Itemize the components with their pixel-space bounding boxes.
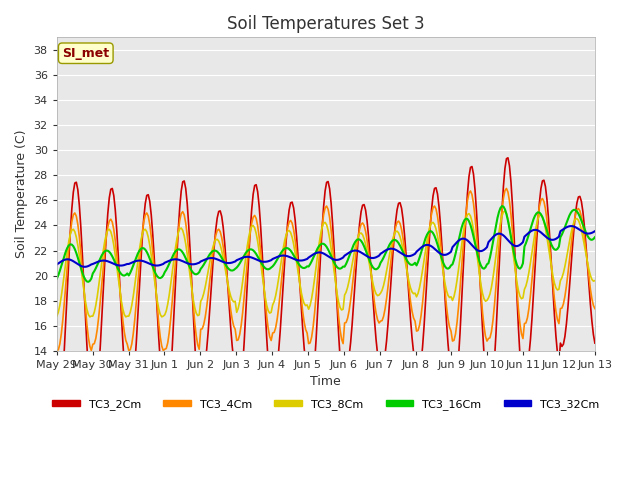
TC3_4Cm [53,348,61,353]
Line: TC3_16Cm: TC3_16Cm [57,206,595,282]
TC3_8Cm [233,310,241,315]
TC3_8Cm [86,314,93,320]
TC3_8Cm [53,313,61,319]
TC3_8Cm [242,255,250,261]
TC3_16Cm [53,276,61,281]
Line: TC3_4Cm: TC3_4Cm [57,189,595,350]
TC3_16Cm [233,264,241,270]
TC3_4Cm [591,306,599,312]
TC3_8Cm [290,241,298,247]
Legend: TC3_2Cm, TC3_4Cm, TC3_8Cm, TC3_16Cm, TC3_32Cm: TC3_2Cm, TC3_4Cm, TC3_8Cm, TC3_16Cm, TC3… [48,395,604,414]
TC3_2Cm [120,362,128,368]
Line: TC3_8Cm: TC3_8Cm [57,211,595,317]
TC3_8Cm [120,312,128,317]
TC3_8Cm [215,238,223,244]
TC3_16Cm [290,252,298,258]
TC3_2Cm [54,404,62,410]
TC3_2Cm [290,205,298,211]
TC3_8Cm [501,208,509,214]
TC3_16Cm [215,250,223,256]
TC3_2Cm [564,305,572,311]
TC3_4Cm [288,220,296,226]
TC3_4Cm [231,326,239,332]
TC3_32Cm [215,257,223,263]
TC3_2Cm [53,399,61,405]
TC3_4Cm [213,228,221,233]
TC3_8Cm [564,247,572,253]
TC3_32Cm [53,262,61,267]
TC3_4Cm [563,283,570,289]
TC3_2Cm [591,340,599,346]
TC3_32Cm [242,254,250,260]
TC3_4Cm [119,317,127,323]
TC3_16Cm [591,234,599,240]
TC3_2Cm [233,390,241,396]
Title: Soil Temperatures Set 3: Soil Temperatures Set 3 [227,15,425,33]
TC3_16Cm [498,203,506,209]
TC3_32Cm [233,257,241,263]
TC3_32Cm [563,225,570,230]
TC3_32Cm [567,223,575,229]
TC3_16Cm [242,250,250,256]
TC3_2Cm [215,209,223,215]
TC3_16Cm [564,216,572,222]
TC3_32Cm [591,228,599,234]
X-axis label: Time: Time [310,375,341,388]
TC3_32Cm [81,264,89,270]
TC3_2Cm [504,155,512,161]
Line: TC3_2Cm: TC3_2Cm [57,158,595,407]
TC3_8Cm [591,278,599,284]
Text: SI_met: SI_met [62,47,109,60]
Y-axis label: Soil Temperature (C): Soil Temperature (C) [15,130,28,258]
Line: TC3_32Cm: TC3_32Cm [57,226,595,267]
TC3_16Cm [120,273,128,278]
TC3_32Cm [290,256,298,262]
TC3_16Cm [84,279,92,285]
TC3_4Cm [241,294,248,300]
TC3_4Cm [502,186,510,192]
TC3_2Cm [242,312,250,318]
TC3_32Cm [120,262,128,268]
